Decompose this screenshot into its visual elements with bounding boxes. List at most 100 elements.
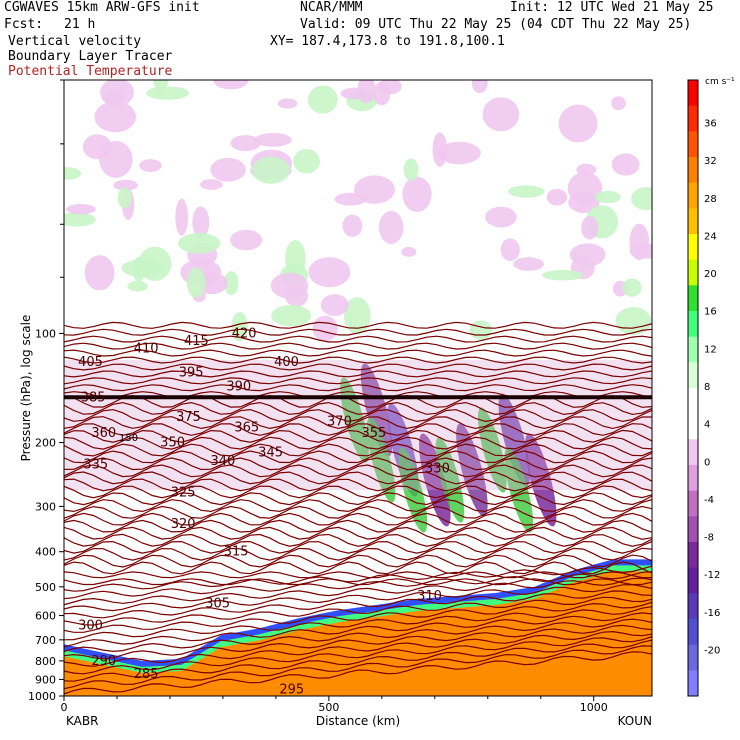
- velocity-blob: [64, 167, 82, 180]
- right-station: KOUN: [618, 714, 652, 728]
- contour-label: 310: [417, 589, 442, 604]
- velocity-blob: [373, 81, 391, 106]
- contour-label: 420: [232, 326, 257, 341]
- velocity-blob: [251, 156, 290, 184]
- theta-isentrope: [64, 590, 652, 619]
- contour-label: 330: [425, 462, 450, 477]
- velocity-blob: [64, 212, 96, 227]
- colorbar-swatch: [688, 644, 698, 671]
- theta-isentrope: [64, 618, 652, 653]
- theta-isentrope: [64, 554, 652, 568]
- velocity-blob: [312, 315, 338, 342]
- velocity-blob: [146, 86, 190, 100]
- theta-isentrope: [64, 636, 652, 675]
- theta-isentrope: [64, 540, 652, 554]
- colorbar-swatch: [688, 80, 698, 107]
- colorbar-label: 32: [704, 156, 717, 167]
- model-title: CGWAVES 15km ARW-GFS init: [4, 0, 200, 15]
- velocity-blob: [307, 85, 338, 114]
- theta-isentrope: [64, 363, 652, 371]
- theta-isentrope: [64, 342, 652, 350]
- plot-area: [64, 80, 652, 696]
- contour-label: 320: [171, 517, 196, 532]
- contour-label: 385: [81, 390, 106, 405]
- velocity-blob: [66, 203, 96, 215]
- theta-isentrope: [64, 464, 652, 478]
- theta-isentrope: [64, 384, 652, 392]
- velocity-blob: [277, 98, 298, 109]
- init-time: Init: 12 UTC Wed 21 May 25: [510, 0, 714, 15]
- velocity-blob: [508, 185, 545, 198]
- colorbar-swatch: [688, 285, 698, 312]
- theta-isentrope: [64, 645, 652, 690]
- velocity-blob: [357, 80, 376, 104]
- velocity-blob: [546, 188, 568, 206]
- contour-label: 415: [184, 334, 209, 349]
- contour-labels: 420 415 410 405 400 395 390 385 375 370 365 360 355 3…: [78, 326, 450, 697]
- theta-isentrope: [64, 526, 652, 540]
- velocity-blob: [469, 320, 493, 340]
- y-tick-label: 700: [35, 634, 56, 647]
- velocity-blob: [342, 214, 363, 238]
- updraft-downdraft-core: [360, 363, 393, 457]
- velocity-blob: [308, 257, 351, 288]
- velocity-blob: [401, 246, 417, 257]
- velocity-blob: [615, 307, 652, 335]
- velocity-blob: [482, 97, 520, 132]
- inline-pressure-label: 150: [119, 433, 138, 444]
- contour-label: 285: [134, 667, 159, 682]
- colorbar-swatch: [688, 542, 698, 569]
- y-tick-label: 300: [35, 500, 56, 513]
- velocity-blob: [254, 132, 292, 147]
- colorbar-swatch: [688, 234, 698, 261]
- theta-isentrope: [64, 505, 652, 519]
- theta-isentrope: [64, 624, 652, 660]
- fcst-value: 21 h: [64, 17, 96, 32]
- theta-isentrope: [64, 651, 652, 695]
- velocity-blob: [231, 312, 248, 342]
- contour-label: 405: [78, 355, 103, 370]
- contour-label: 325: [171, 486, 196, 501]
- velocity-blob: [432, 132, 448, 168]
- colorbar-swatch: [688, 413, 698, 440]
- velocity-blob: [471, 80, 488, 94]
- velocity-blob: [576, 163, 597, 176]
- y-tick-label: 600: [35, 610, 56, 623]
- theta-isentrope: [64, 416, 652, 430]
- x-axis: 0 500 1000: [61, 696, 608, 714]
- colorbar-swatch: [688, 182, 698, 209]
- theta-isentrope: [64, 583, 652, 612]
- colorbar-label: 8: [704, 382, 710, 393]
- velocity-blob: [485, 206, 517, 228]
- velocity-blob: [139, 159, 162, 172]
- colorbar-frame: [687, 79, 699, 697]
- fcst-label: Fcst:: [4, 17, 44, 32]
- velocity-blob: [121, 259, 165, 278]
- updraft-downdraft-core: [419, 433, 451, 527]
- colorbar-label: 0: [704, 457, 710, 468]
- y-tick-label: 800: [35, 655, 56, 668]
- theta-isentrope: [64, 547, 652, 561]
- colorbar-label: 20: [704, 269, 717, 280]
- colorbar-label: -12: [704, 570, 720, 581]
- velocity-blob: [437, 141, 481, 165]
- theta-isentrope: [64, 349, 652, 357]
- xy-coords: XY= 187.4,173.8 to 191.8,100.1: [270, 34, 505, 49]
- contour-label: 350: [160, 436, 185, 451]
- velocity-blob: [293, 148, 320, 174]
- theta-isentrope: [64, 533, 652, 547]
- updraft-downdraft-core: [525, 433, 557, 527]
- velocity-blob: [117, 187, 132, 209]
- theta-isentrope: [64, 492, 652, 506]
- colorbar: 36 32 28 24 20 16 12 8 4 0 -4 -8 -12 -16 -20: [687, 79, 720, 697]
- colorbar-unit: cm s⁻¹: [705, 77, 735, 87]
- theta-isentrope: [64, 571, 652, 579]
- x-tick-label: 1000: [580, 701, 608, 714]
- theta-isentrope: [64, 408, 652, 423]
- theta-isentrope: [64, 335, 652, 343]
- colorbar-swatch: [688, 336, 698, 363]
- theta-isentrope: [64, 478, 652, 492]
- theta-isentrope: [64, 370, 652, 378]
- velocity-blob: [631, 187, 652, 211]
- colorbar-swatch: [688, 208, 698, 235]
